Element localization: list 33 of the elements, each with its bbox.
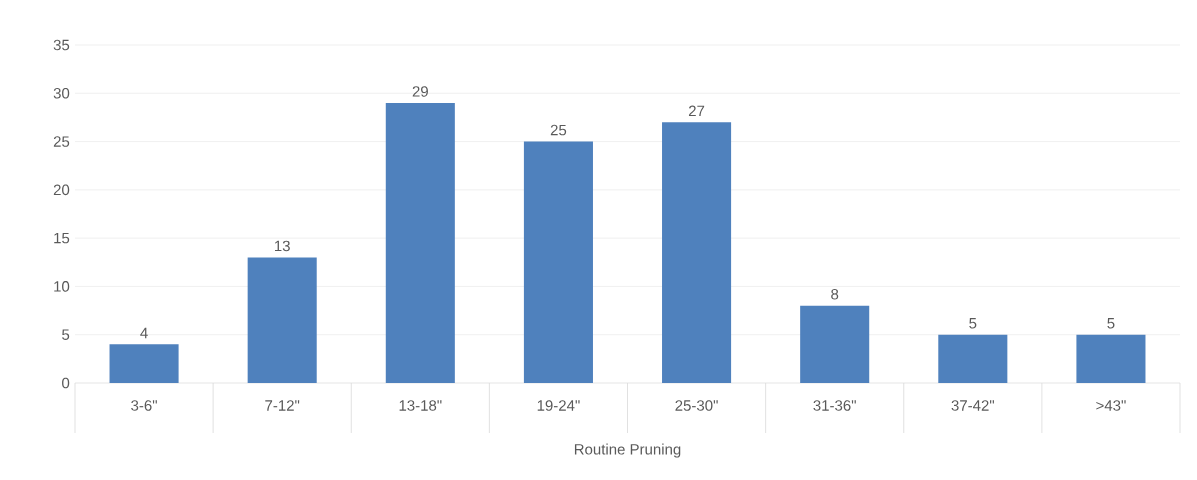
y-tick-label: 35 <box>53 39 70 51</box>
bar <box>109 344 179 383</box>
y-tick-label: 30 <box>53 87 70 99</box>
y-tick-label: 10 <box>54 281 70 292</box>
bar <box>1076 334 1146 383</box>
x-tick-label: 3-6" <box>131 400 157 411</box>
x-tick-label: 19-24" <box>537 400 580 411</box>
x-tick-label: 13-18" <box>399 400 442 411</box>
x-tick-label: >43" <box>1096 400 1126 411</box>
data-label: 27 <box>688 105 705 117</box>
data-label: 29 <box>412 86 428 97</box>
x-tick-label: 7-12" <box>265 400 300 411</box>
y-tick-label: 25 <box>53 136 70 147</box>
bar <box>247 257 317 383</box>
x-tick-label: 31-36" <box>813 400 856 411</box>
data-label: 4 <box>140 327 148 339</box>
x-tick-label: 37-42" <box>951 400 995 411</box>
bar <box>662 122 732 383</box>
y-tick-label: 0 <box>62 377 70 389</box>
bar <box>800 305 870 383</box>
bar <box>523 141 593 383</box>
x-axis-title: Routine Pruning <box>574 443 681 458</box>
y-tick-label: 15 <box>54 232 70 244</box>
data-label: 5 <box>1107 318 1115 329</box>
y-tick-label: 5 <box>62 329 70 340</box>
data-label: 5 <box>969 318 977 329</box>
data-label: 25 <box>550 124 567 136</box>
data-label: 8 <box>831 288 839 300</box>
x-tick-label: 25-30" <box>675 400 718 411</box>
bar <box>938 334 1008 383</box>
y-tick-label: 20 <box>53 184 70 196</box>
data-label: 13 <box>274 240 290 252</box>
bar <box>385 102 455 383</box>
